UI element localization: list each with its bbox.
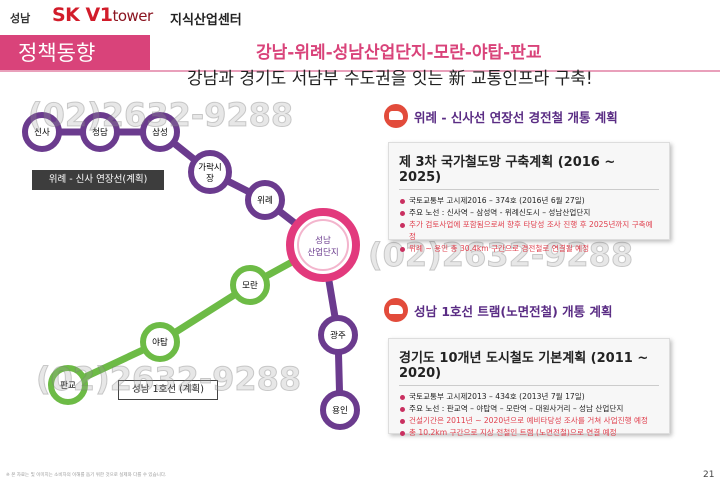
train-icon — [384, 104, 408, 128]
station-samseong: 삼성 — [140, 112, 180, 152]
station-wirye-label: 위례 — [257, 195, 273, 206]
section2-item-3: 건설기간은 2011년 ~ 2020년으로 예비타당성 조사를 거쳐 사업진행 … — [399, 415, 659, 427]
tram-icon — [384, 298, 408, 322]
section2-list: 국토교통부 고시제2013 – 434호 (2013년 7월 17일) 주요 노… — [399, 391, 659, 439]
section1-heading: 위례 - 신사선 연장선 경전철 개통 계획 — [384, 104, 618, 128]
station-moran: 모란 — [230, 265, 270, 305]
station-yatap-label: 야탑 — [152, 337, 168, 348]
station-cheongdam: 청담 — [80, 112, 120, 152]
headline-route: 강남-위례-성남산업단지-모란-야탑-판교 — [256, 43, 542, 63]
station-pangyo: 판교 — [48, 365, 88, 405]
green-line — [66, 241, 325, 389]
station-seongnam-label-1: 성남 — [315, 236, 331, 246]
section1-item-2: 주요 노선 : 신사역 – 삼성역 - 위례신도시 – 성남산업단지 — [399, 207, 659, 219]
footer-note: ※ 본 자료는 및 이미지는 소비자의 이해를 돕기 위한 것으로 실제와 다를… — [6, 473, 167, 478]
watermark-phone-1: (02)2632-9288 — [27, 96, 294, 135]
section1-card: 제 3차 국가철도망 구축계획 (2016 ~ 2025) 국토교통부 고시제2… — [388, 142, 670, 253]
station-seongnam-industrial: 성남산업단지 — [286, 208, 360, 282]
headline-subtitle: 강남과 경기도 서남부 수도권을 잇는 新 교통인프라 구축! — [187, 69, 593, 89]
brand-subtitle: 지식산업센터 — [170, 13, 242, 28]
section-title-bar — [0, 35, 150, 70]
watermark-phone-3: (02)2632-9288 — [35, 360, 302, 399]
brand-logo: SK V1tower — [52, 4, 153, 26]
station-yongin-label: 용인 — [332, 405, 348, 416]
brand-tower: tower — [112, 7, 153, 25]
section2-item-4: 총 10.2km 구간으로 지상 전철인 트램 (노면전철)으로 연결 예정 — [399, 427, 659, 439]
station-sinsa: 신사 — [22, 112, 62, 152]
section1-card-title: 제 3차 국가철도망 구축계획 (2016 ~ 2025) — [399, 151, 659, 190]
station-yongin: 용인 — [320, 390, 360, 430]
station-seongnam-label-2: 산업단지 — [307, 247, 338, 258]
section2-card: 경기도 10개년 도시철도 기본계획 (2011 ~ 2020) 국토교통부 고… — [388, 338, 670, 437]
section2-item-1: 국토교통부 고시제2013 – 434호 (2013년 7월 17일) — [399, 391, 659, 403]
section1-list: 국토교통부 고시제2016 – 374호 (2016년 6월 27일) 주요 노… — [399, 195, 659, 255]
brand-sk: SK — [52, 4, 80, 26]
section1-item-3: 추가 검토사업에 포함됨으로써 향후 타당성 조사 진행 후 2025년까지 구… — [399, 219, 659, 243]
page-number: 21 — [703, 470, 715, 480]
watermark-phone-2: (02)2632-9288 — [367, 236, 634, 275]
station-gwangju-label: 광주 — [330, 330, 346, 341]
section1-title: 위례 - 신사선 연장선 경전철 개통 계획 — [414, 109, 618, 125]
header-city: 성남 — [10, 12, 31, 25]
station-wirye: 위례 — [245, 180, 285, 220]
station-cheongdam-label: 청담 — [92, 127, 108, 138]
station-samseong-label: 삼성 — [152, 127, 168, 138]
section2-item-2: 주요 노선 : 판교역 – 야탑역 – 모란역 – 대원사거리 – 성남 산업단… — [399, 403, 659, 415]
section2-heading: 성남 1호선 트램(노면전철) 개통 계획 — [384, 298, 613, 322]
section1-item-1: 국토교통부 고시제2016 – 374호 (2016년 6월 27일) — [399, 195, 659, 207]
station-yatap: 야탑 — [140, 322, 180, 362]
station-gwangju: 광주 — [318, 315, 358, 355]
section2-title: 성남 1호선 트램(노면전철) 개통 계획 — [414, 303, 613, 319]
station-garaksijang-label-1: 가락시 — [198, 162, 221, 173]
station-garaksijang-label-2: 장 — [206, 173, 214, 184]
station-sinsa-label: 신사 — [34, 128, 50, 138]
brand-v1: V1 — [85, 4, 113, 26]
section1-item-4: 위례 ~ 용인 총 30.4km 구간으로 경전철로 연결될 예정 — [399, 243, 659, 255]
green-line-label: 성남 1호선 (계획) — [118, 380, 218, 400]
divider — [0, 70, 720, 72]
purple-line-label: 위례 - 신사 연장선(계획) — [32, 170, 164, 190]
station-moran-label: 모란 — [242, 280, 258, 291]
station-pangyo-label: 판교 — [60, 381, 76, 391]
section-title: 정책동향 — [18, 41, 96, 65]
section2-card-title: 경기도 10개년 도시철도 기본계획 (2011 ~ 2020) — [399, 347, 659, 386]
